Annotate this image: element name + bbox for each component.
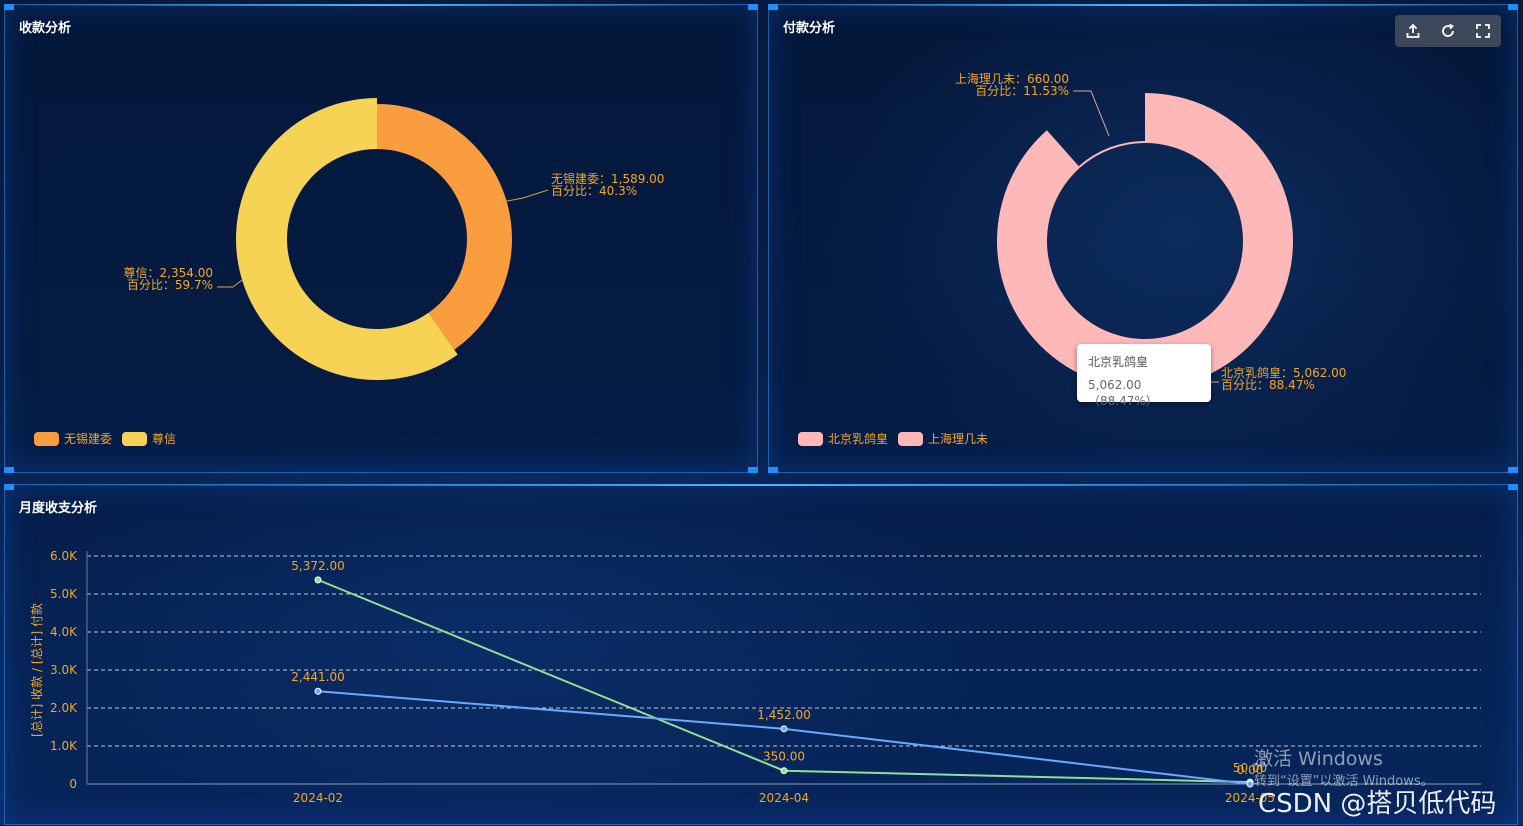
slice-label-line bbox=[501, 189, 549, 203]
fullscreen-icon[interactable] bbox=[1472, 20, 1494, 42]
data-point[interactable] bbox=[314, 687, 322, 695]
chart-toolbox bbox=[1395, 15, 1501, 47]
data-point[interactable] bbox=[780, 767, 788, 775]
y-tick-label: 4.0K bbox=[50, 625, 78, 639]
panel-corner bbox=[748, 467, 758, 473]
data-point[interactable] bbox=[780, 725, 788, 733]
panel-title: 月度收支分析 bbox=[19, 501, 98, 516]
panel-title: 收款分析 bbox=[19, 21, 72, 36]
panel-corner bbox=[1508, 467, 1518, 473]
panel-top-highlight bbox=[5, 484, 1517, 486]
slice-percent-label: 百分比：11.53% bbox=[975, 84, 1069, 98]
tooltip-name: 北京乳鸽皇 bbox=[1088, 355, 1149, 369]
legend-label: 尊信 bbox=[152, 432, 177, 446]
slice-label-line bbox=[1073, 90, 1110, 137]
legend-label: 北京乳鸽皇 bbox=[828, 432, 889, 446]
legend-item[interactable]: 尊信 bbox=[122, 430, 176, 447]
panel-corner bbox=[1508, 484, 1518, 490]
legend-swatch bbox=[798, 431, 823, 446]
panel-corner bbox=[748, 4, 758, 10]
donut-slice[interactable] bbox=[997, 93, 1293, 389]
legend-swatch bbox=[898, 431, 924, 446]
slice-label: 无锡建委：1,589.00 bbox=[551, 171, 664, 186]
x-tick-label: 2024-04 bbox=[759, 791, 809, 805]
chart-tooltip: 北京乳鸽皇 5,062.00（88.47%） bbox=[1077, 344, 1211, 408]
slice-label: 尊信：2,354.00 bbox=[124, 265, 213, 280]
slice-percent-label: 百分比：88.47% bbox=[1221, 378, 1315, 392]
y-tick-label: 5.0K bbox=[50, 587, 78, 601]
data-label: 2,441.00 bbox=[291, 670, 344, 684]
legend-item[interactable]: 北京乳鸽皇 bbox=[798, 430, 888, 447]
panel-corner bbox=[4, 467, 14, 473]
donut-slice[interactable] bbox=[1078, 141, 1145, 168]
legend-swatch bbox=[122, 431, 148, 446]
y-tick-label: 3.0K bbox=[50, 663, 78, 677]
data-label: 5,372.00 bbox=[291, 559, 344, 573]
refresh-icon[interactable] bbox=[1437, 20, 1459, 42]
receipt-analysis-panel: 收款分析 无锡建委：1,589.00 百分比：40.3% 尊信：2,354.00 百分… bbox=[4, 4, 758, 473]
x-tick-label: 2024-05 bbox=[1225, 791, 1275, 805]
legend-swatch bbox=[34, 431, 59, 446]
legend-item[interactable]: 上海理几未 bbox=[898, 430, 988, 447]
panel-corner bbox=[1508, 4, 1518, 10]
panel-corner bbox=[4, 4, 14, 10]
windows-activation-subtitle: 转到“设置”以激活 Windows。 bbox=[1254, 774, 1434, 789]
windows-activation-title: 激活 Windows bbox=[1254, 748, 1383, 770]
csdn-watermark: CSDN @搭贝低代码 bbox=[1258, 789, 1497, 819]
y-tick-label: 2.0K bbox=[50, 701, 78, 715]
tooltip-value: 5,062.00（88.47%） bbox=[1088, 378, 1158, 408]
monthly-analysis-panel: 月度收支分析 0 1.0K 2.0K 3.0K 4.0K 5.0K 6.0K 2024-02 2… bbox=[4, 484, 1518, 825]
export-icon[interactable] bbox=[1402, 20, 1424, 42]
panel-corner bbox=[768, 4, 778, 10]
data-point[interactable] bbox=[1246, 780, 1254, 788]
legend-item[interactable]: 无锡建委 bbox=[34, 430, 112, 447]
y-tick-label: 0 bbox=[69, 777, 77, 791]
monthly-line-chart[interactable]: 0 1.0K 2.0K 3.0K 4.0K 5.0K 6.0K 2024-02 2024-04 2… bbox=[5, 485, 1519, 826]
donut-slice[interactable] bbox=[235, 98, 458, 380]
legend-label: 无锡建委 bbox=[64, 432, 113, 446]
slice-label-line bbox=[217, 279, 243, 288]
data-label: 1,452.00 bbox=[757, 708, 810, 722]
panel-top-highlight bbox=[5, 4, 757, 6]
data-label: 50.00 bbox=[1233, 761, 1267, 775]
y-tick-label: 1.0K bbox=[50, 739, 78, 753]
data-label: 350.00 bbox=[763, 750, 805, 764]
panel-corner bbox=[768, 467, 778, 473]
data-point[interactable] bbox=[314, 576, 322, 584]
panel-top-highlight bbox=[769, 4, 1517, 6]
panel-title: 付款分析 bbox=[783, 21, 836, 36]
legend-label: 上海理几未 bbox=[928, 432, 989, 446]
y-tick-label: 6.0K bbox=[50, 549, 78, 563]
x-tick-label: 2024-02 bbox=[293, 791, 343, 805]
data-label: 0.00 bbox=[1237, 763, 1264, 777]
payment-legend: 北京乳鸽皇 上海理几未 bbox=[798, 430, 988, 447]
slice-percent-label: 百分比：59.7% bbox=[127, 278, 213, 292]
donut-slice[interactable] bbox=[377, 104, 512, 350]
slice-label: 上海理几未：660.00 bbox=[955, 71, 1069, 86]
slice-label: 北京乳鸽皇：5,062.00 bbox=[1221, 365, 1346, 380]
panel-corner bbox=[4, 484, 14, 490]
y-axis-label: [总计] 收款 / [总计] 付款 bbox=[30, 603, 44, 737]
receipt-legend: 无锡建委 尊信 bbox=[34, 430, 176, 447]
slice-percent-label: 百分比：40.3% bbox=[551, 184, 637, 198]
